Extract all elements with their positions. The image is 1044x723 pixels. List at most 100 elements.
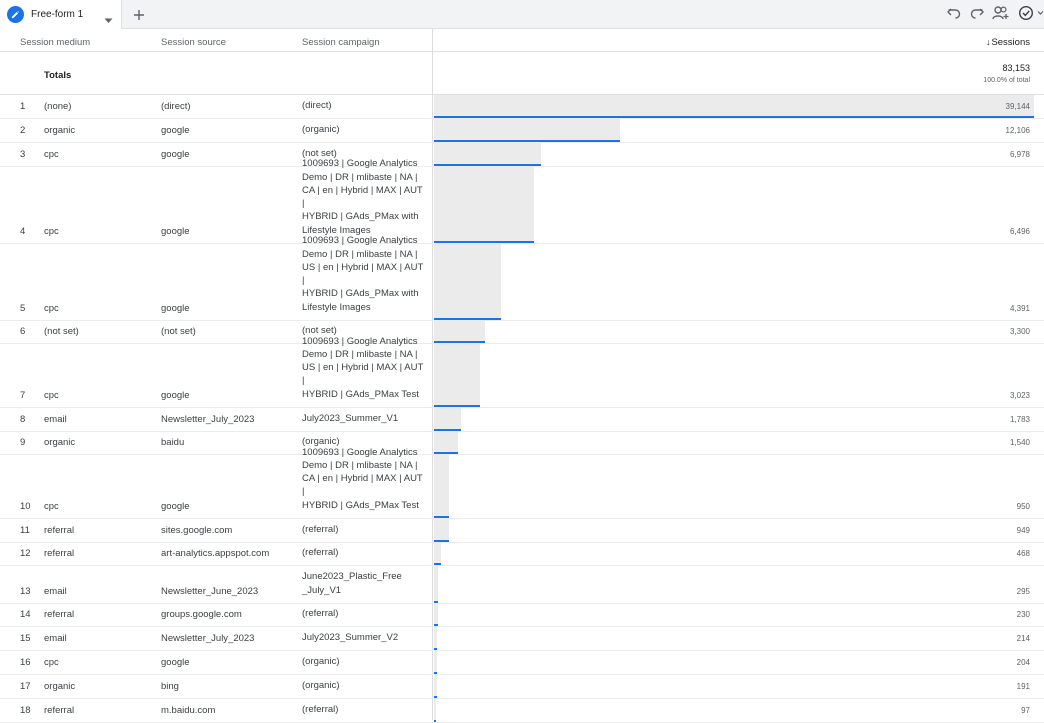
cell-medium: referral — [44, 609, 75, 620]
cell-sessions: 3,023 — [1009, 391, 1030, 400]
cell-medium: cpc — [44, 501, 59, 512]
cell-campaign: (referral) — [302, 523, 339, 535]
cell-campaign: (direct) — [302, 99, 332, 111]
table-row[interactable]: 14 referral groups.google.com (referral) 230 — [0, 604, 1044, 627]
cell-source: Newsletter_June_2023 — [161, 586, 259, 597]
table-row[interactable]: 6 (not set) (not set) (not set) 3,300 — [0, 321, 1044, 344]
cell-sessions: 950 — [1016, 502, 1030, 511]
cell-source: Newsletter_July_2023 — [161, 633, 255, 644]
cell-campaign: July2023_Summer_V2 — [302, 631, 399, 643]
sessions-bar — [434, 604, 438, 626]
cell-sessions: 4,391 — [1009, 304, 1030, 313]
table-row[interactable]: 13 email Newsletter_June_2023 June2023_Plas… — [0, 566, 1044, 604]
add-tab-button[interactable] — [131, 7, 147, 23]
cell-campaign: (referral) — [302, 546, 339, 558]
sessions-bar — [434, 244, 501, 320]
cell-medium: organic — [44, 437, 76, 448]
row-number: 16 — [20, 657, 31, 668]
cell-source: google — [161, 390, 190, 401]
cell-source: google — [161, 657, 190, 668]
sessions-bar-line — [434, 241, 534, 243]
undo-icon[interactable] — [946, 5, 962, 21]
sessions-bar-line — [434, 720, 436, 722]
sessions-bar — [434, 95, 1034, 118]
check-circle-icon[interactable] — [1018, 5, 1044, 21]
table-row[interactable]: 7 cpc google 1009693 | Google Analytics Dem… — [0, 336, 1044, 408]
sessions-bar-line — [434, 116, 1034, 118]
table-header: Session medium Session source Session ca… — [0, 29, 1044, 52]
sessions-bar — [434, 627, 437, 650]
cell-source: (direct) — [161, 101, 191, 112]
table-row[interactable]: 12 referral art-analytics.appspot.com (refe… — [0, 543, 1044, 566]
tab-dropdown-icon[interactable] — [104, 11, 113, 29]
sessions-header-label: Sessions — [991, 37, 1030, 48]
table-row[interactable]: 9 organic baidu (organic) 1,540 — [0, 432, 1044, 455]
row-number: 17 — [20, 681, 31, 692]
table-row[interactable]: 16 cpc google (organic) 204 — [0, 651, 1044, 675]
table-row[interactable]: 1 (none) (direct) (direct) 39,144 — [0, 95, 1044, 119]
column-header-medium[interactable]: Session medium — [20, 37, 91, 48]
row-number: 8 — [20, 414, 26, 425]
cell-source: google — [161, 501, 190, 512]
cell-medium: (none) — [44, 101, 72, 112]
column-header-campaign[interactable]: Session campaign — [302, 37, 380, 48]
row-number: 14 — [20, 609, 31, 620]
cell-campaign: 1009693 | Google Analytics Demo | DR | m… — [302, 235, 424, 313]
sessions-bar-line — [434, 563, 441, 565]
cell-campaign: July2023_Summer_V1 — [302, 412, 399, 424]
row-number: 2 — [20, 125, 26, 136]
table-row[interactable]: 3 cpc google (not set) 6,978 — [0, 143, 1044, 167]
cell-sessions: 39,144 — [1005, 102, 1030, 111]
cell-sessions: 1,540 — [1009, 438, 1030, 447]
cell-campaign: 1009693 | Google Analytics Demo | DR | m… — [302, 335, 424, 400]
row-number: 12 — [20, 548, 31, 559]
table-row[interactable]: 2 organic google (organic) 12,106 — [0, 119, 1044, 143]
cell-medium: email — [44, 633, 67, 644]
cell-medium: organic — [44, 125, 76, 136]
totals-row: Totals 83,153 100.0% of total — [0, 52, 1044, 95]
row-number: 10 — [20, 501, 31, 512]
sessions-bar — [434, 143, 541, 166]
row-number: 1 — [20, 101, 26, 112]
totals-percent: 100.0% of total — [983, 77, 1030, 84]
cell-source: baidu — [161, 437, 185, 448]
table-row[interactable]: 18 referral m.baidu.com (referral) 97 — [0, 699, 1044, 723]
cell-source: sites.google.com — [161, 525, 233, 536]
sessions-bar-line — [434, 405, 480, 407]
table-row[interactable]: 8 email Newsletter_July_2023 July2023_Summe… — [0, 408, 1044, 432]
tab-label: Free-form 1 — [31, 9, 84, 20]
redo-icon[interactable] — [969, 5, 985, 21]
table-row[interactable]: 4 cpc google 1009693 | Google Analytics Dem… — [0, 158, 1044, 244]
cell-medium: referral — [44, 705, 75, 716]
sessions-bar — [434, 408, 461, 431]
cell-campaign: (organic) — [302, 679, 340, 691]
table-row[interactable]: 10 cpc google 1009693 | Google Analytics De… — [0, 447, 1044, 519]
table-row[interactable]: 11 referral sites.google.com (referral) 949 — [0, 519, 1044, 543]
cell-source: Newsletter_July_2023 — [161, 414, 255, 425]
row-number: 5 — [20, 303, 26, 314]
cell-medium: cpc — [44, 149, 59, 160]
tab-free-form-1[interactable]: Free-form 1 — [0, 0, 122, 29]
cell-medium: cpc — [44, 303, 59, 314]
sessions-bar — [434, 543, 441, 565]
cell-sessions: 12,106 — [1005, 126, 1030, 135]
table-row[interactable]: 5 cpc google 1009693 | Google Analytics Dem… — [0, 235, 1044, 321]
row-number: 9 — [20, 437, 26, 448]
cell-medium: email — [44, 414, 67, 425]
sessions-bar-line — [434, 601, 438, 603]
column-header-source[interactable]: Session source — [161, 37, 226, 48]
cell-source: google — [161, 125, 190, 136]
cell-source: art-analytics.appspot.com — [161, 548, 270, 559]
cell-campaign: (not set) — [302, 324, 337, 336]
cell-sessions: 191 — [1016, 682, 1030, 691]
sessions-bar-line — [434, 516, 449, 518]
column-header-sessions[interactable]: ↓Sessions — [986, 37, 1030, 48]
share-user-icon[interactable] — [992, 5, 1010, 21]
table-row[interactable]: 17 organic bing (organic) 191 — [0, 675, 1044, 699]
totals-label: Totals — [44, 70, 72, 81]
table-row[interactable]: 15 email Newsletter_July_2023 July2023_Summ… — [0, 627, 1044, 651]
cell-sessions: 6,978 — [1009, 150, 1030, 159]
cell-campaign: 1009693 | Google Analytics Demo | DR | m… — [302, 446, 423, 511]
cell-source: google — [161, 149, 190, 160]
cell-medium: (not set) — [44, 326, 79, 337]
